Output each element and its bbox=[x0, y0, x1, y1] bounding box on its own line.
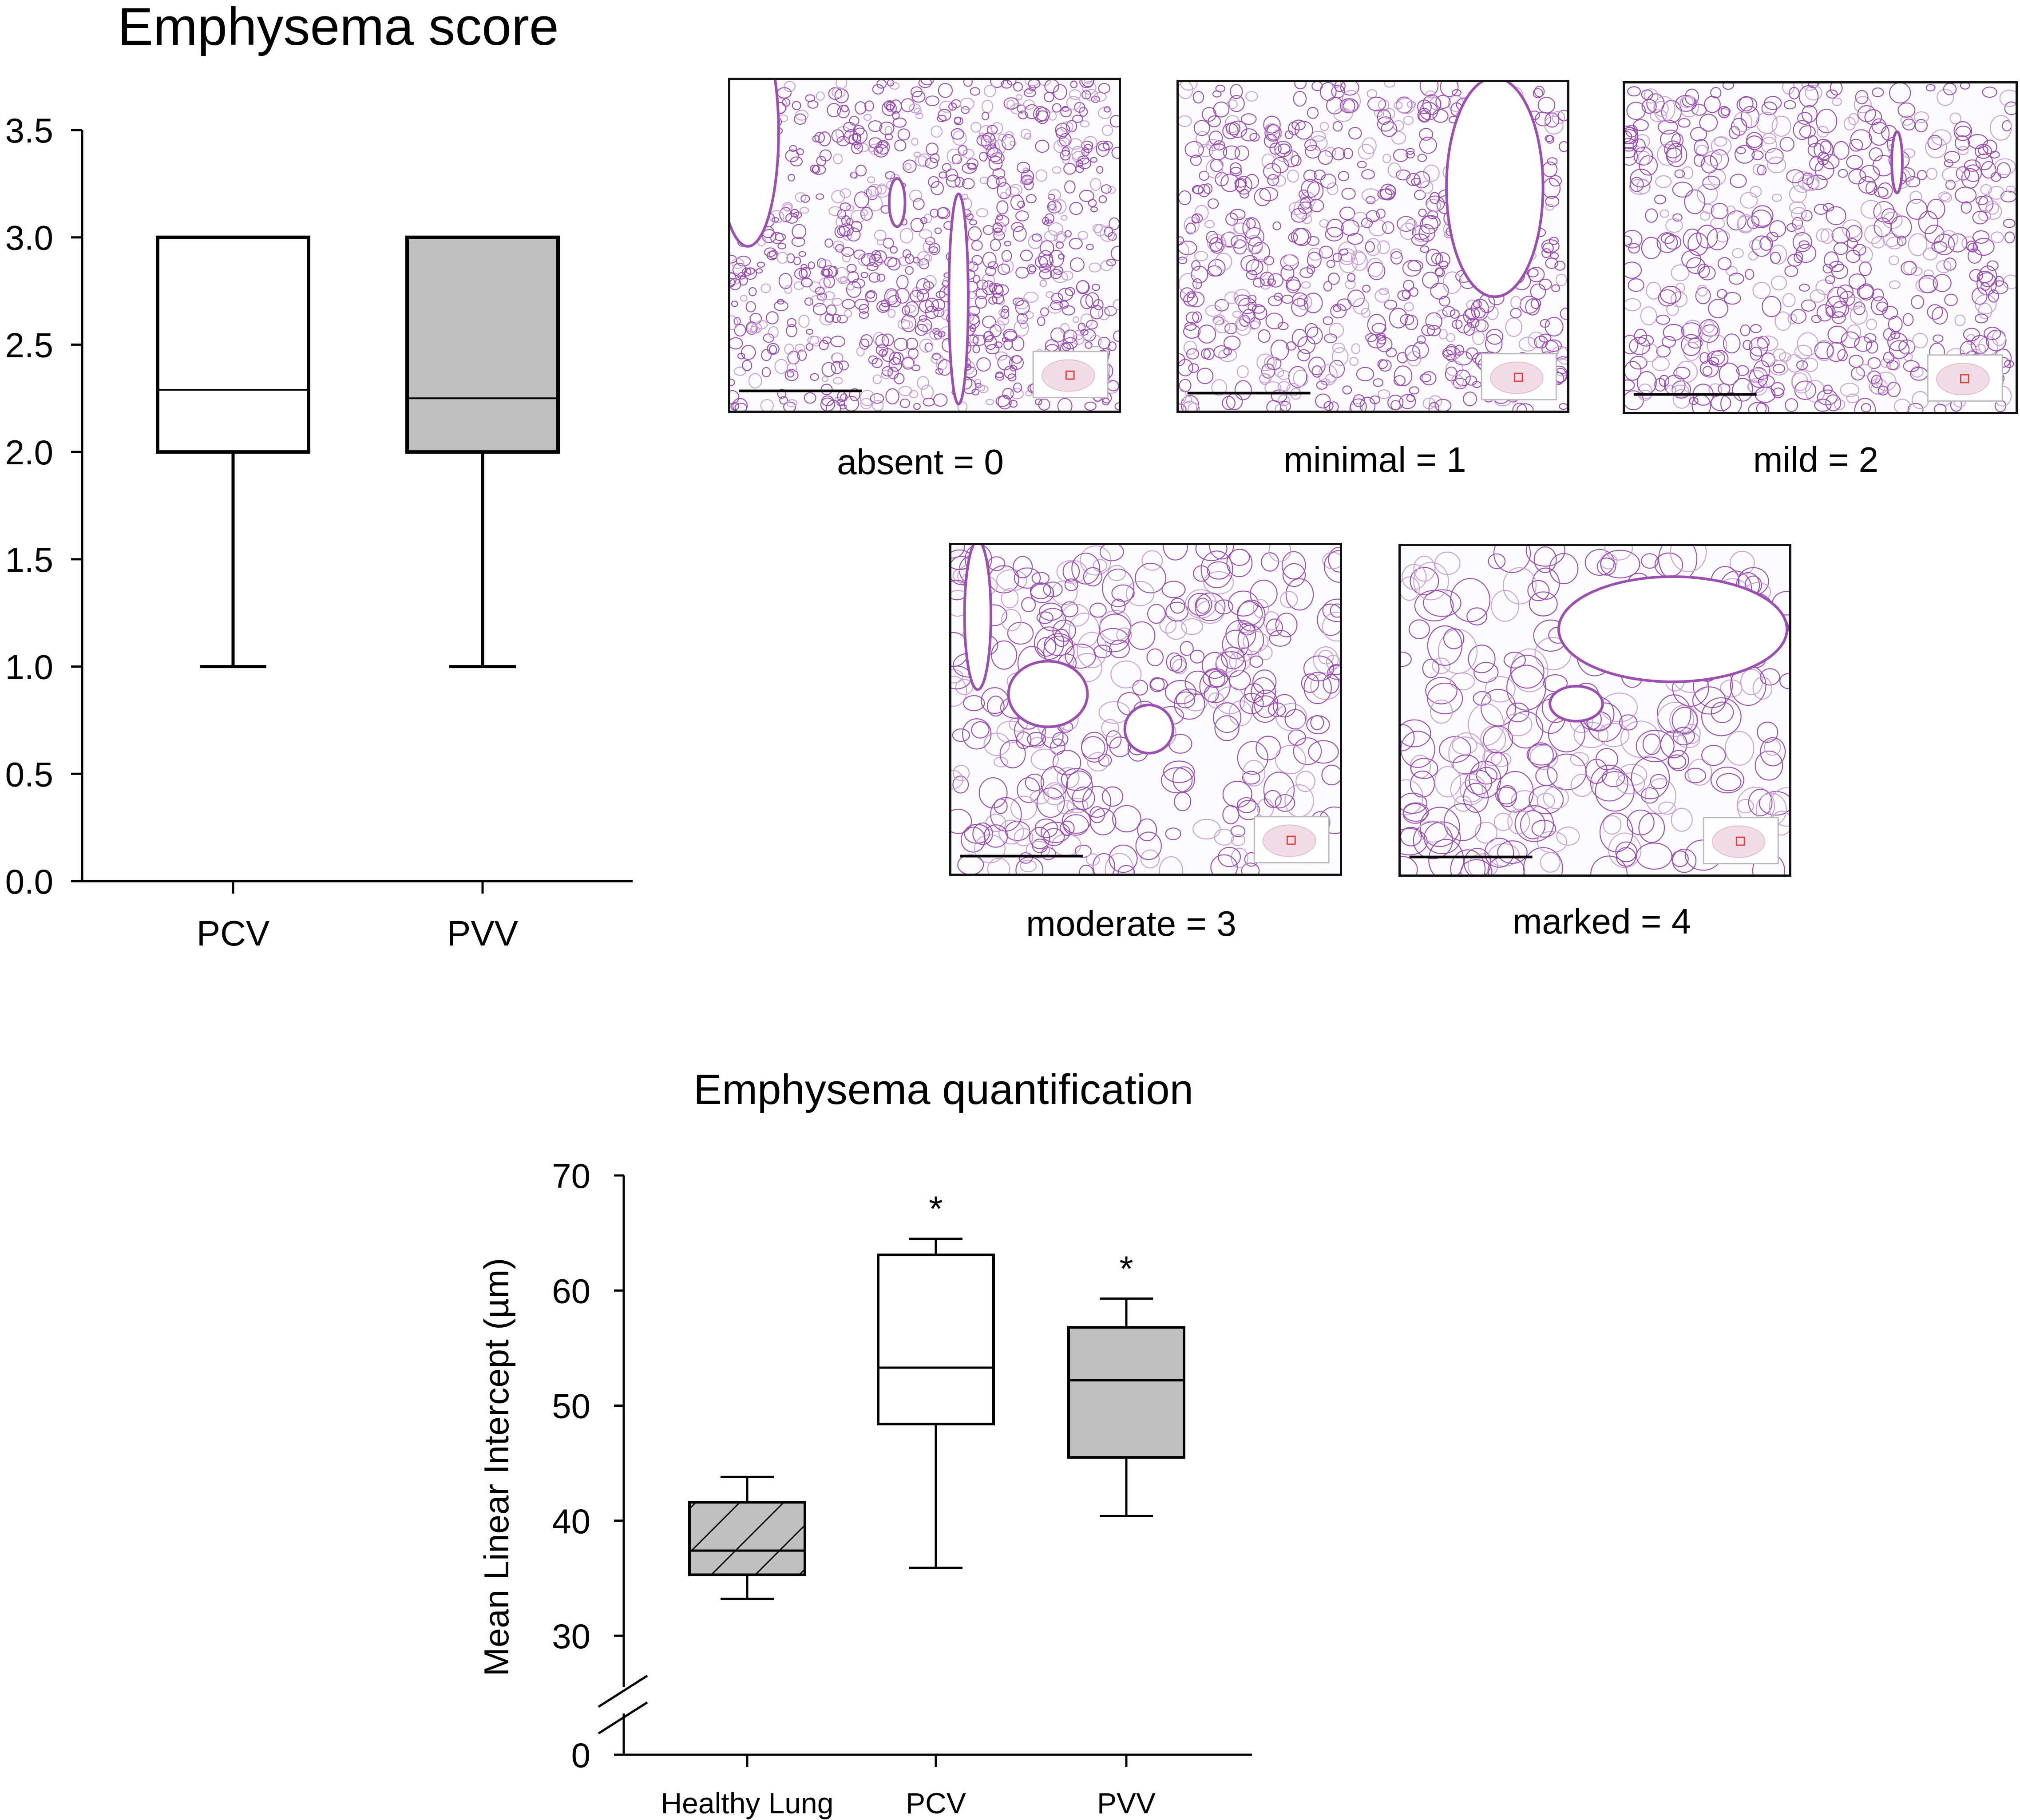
thumbnail-marker bbox=[1960, 374, 1969, 384]
chart2-title: Emphysema quantification bbox=[693, 1066, 1193, 1113]
axis-break-mark bbox=[598, 1674, 648, 1708]
thumbnail-section bbox=[1489, 361, 1544, 394]
airway-duct bbox=[1890, 130, 1904, 194]
histology-absent-image bbox=[728, 78, 1121, 413]
y-tick-label: 70 bbox=[552, 1156, 590, 1195]
y-tick-label: 3.0 bbox=[5, 218, 53, 257]
y-tick-label: 2.5 bbox=[5, 325, 53, 364]
caption-absent: absent = 0 bbox=[837, 442, 1004, 482]
chart1-boxes bbox=[156, 235, 560, 669]
alveoli-texture bbox=[1179, 82, 1567, 411]
airway-duct bbox=[963, 545, 992, 691]
airway-duct bbox=[1549, 684, 1604, 723]
alveoli-texture bbox=[951, 545, 1340, 874]
thumbnail-marker bbox=[1065, 370, 1075, 380]
y-tick-label: 0.5 bbox=[5, 755, 53, 794]
chart2-axes bbox=[598, 1174, 1252, 1767]
y-tick-label: 1.5 bbox=[5, 540, 53, 579]
box-pvv bbox=[1067, 1326, 1185, 1459]
chart2-y-axis-label: Mean Linear Intercept (µm) bbox=[477, 1258, 516, 1676]
airway-duct bbox=[730, 80, 780, 248]
airway-duct bbox=[947, 192, 970, 406]
significance-marker: * bbox=[929, 1189, 943, 1229]
emphysema-quantification-chart: 0 30 40 50 60 70 Healthy Lung * PCV * PVV Mean Lin… bbox=[477, 1156, 1252, 1820]
thumbnail-section bbox=[1262, 824, 1316, 857]
caption-moderate: moderate = 3 bbox=[1026, 904, 1236, 943]
y-tick-label: 0.0 bbox=[5, 862, 53, 901]
histology-marked-image bbox=[1398, 544, 1791, 877]
x-tick-label: PCV bbox=[197, 914, 270, 953]
airway-duct bbox=[1557, 575, 1789, 683]
y-tick-label: 40 bbox=[552, 1502, 590, 1541]
chart1-labels: 0.0 0.5 1.0 1.5 2.0 2.5 3.0 3.5 PCV PVV bbox=[5, 111, 519, 953]
y-tick-label: 60 bbox=[552, 1271, 590, 1310]
airway-duct bbox=[887, 177, 907, 228]
chart2-boxes bbox=[688, 1238, 1185, 1600]
x-tick-label: PVV bbox=[447, 914, 519, 953]
emphysema-score-chart: 0.0 0.5 1.0 1.5 2.0 2.5 3.0 3.5 PCV PVV bbox=[5, 111, 633, 953]
thumbnail-marker bbox=[1513, 372, 1523, 382]
thumbnail-marker bbox=[1735, 836, 1745, 846]
airway-duct bbox=[1445, 82, 1545, 298]
box-healthy-lung bbox=[688, 1501, 806, 1576]
y-tick-label: 50 bbox=[552, 1387, 590, 1426]
histology-moderate-image bbox=[949, 543, 1342, 876]
y-tick-label: 3.5 bbox=[5, 111, 53, 150]
airway-duct bbox=[1123, 704, 1175, 755]
caption-mild: mild = 2 bbox=[1753, 440, 1879, 479]
box-pcv bbox=[877, 1253, 995, 1425]
alveoli-texture bbox=[1625, 83, 2016, 412]
chart1-title: Emphysema score bbox=[118, 0, 559, 56]
caption-marked: marked = 4 bbox=[1512, 902, 1691, 941]
thumbnail-section bbox=[1936, 363, 1990, 396]
x-tick-label: PCV bbox=[906, 1787, 966, 1820]
chart1-axes bbox=[71, 129, 633, 894]
histology-mild-image bbox=[1623, 81, 2018, 414]
y-tick-label: 1.0 bbox=[5, 648, 53, 687]
chart2-labels: 0 30 40 50 60 70 Healthy Lung * PCV * PVV bbox=[552, 1156, 1156, 1820]
y-tick-label: 2.0 bbox=[5, 433, 53, 472]
y-tick-label: 30 bbox=[552, 1617, 590, 1656]
thumbnail-section bbox=[1711, 825, 1766, 858]
thumbnail-section bbox=[1041, 359, 1095, 392]
alveoli-texture bbox=[730, 80, 1119, 411]
box-pvv bbox=[405, 235, 560, 454]
thumbnail-marker bbox=[1286, 835, 1296, 845]
histology-minimal-image bbox=[1176, 80, 1569, 413]
airway-duct bbox=[1007, 660, 1089, 728]
x-tick-label: PVV bbox=[1097, 1787, 1156, 1820]
x-tick-label: Healthy Lung bbox=[661, 1787, 834, 1820]
box-pcv bbox=[156, 235, 310, 454]
axis-break-mark bbox=[598, 1701, 648, 1735]
significance-marker: * bbox=[1119, 1249, 1133, 1288]
caption-minimal: minimal = 1 bbox=[1283, 440, 1466, 479]
y-tick-label: 0 bbox=[571, 1736, 590, 1775]
